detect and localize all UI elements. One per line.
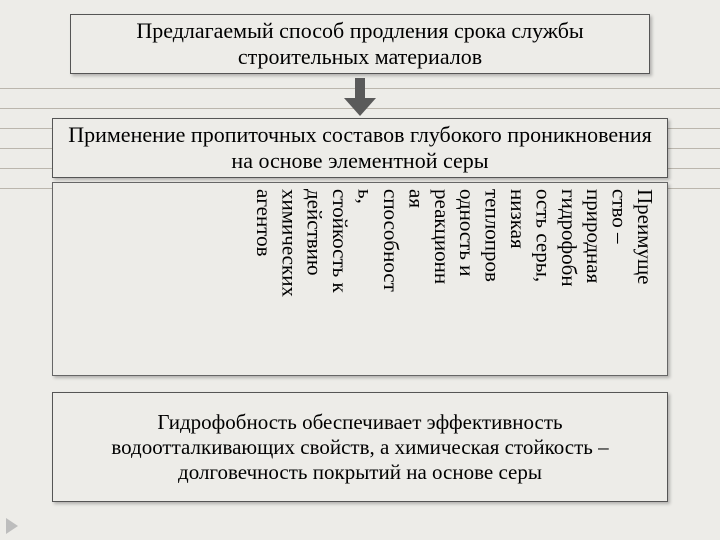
vertical-line: агентов <box>253 189 274 371</box>
title-text: Предлагаемый способ продления срока служ… <box>83 18 637 70</box>
vertical-line: одность и <box>456 189 477 371</box>
subtitle-box: Применение пропиточных составов глубоког… <box>52 118 668 178</box>
vertical-line: ость серы, <box>532 189 553 371</box>
vertical-line: действию <box>303 189 324 371</box>
vertical-line: реакционн <box>430 189 451 371</box>
vertical-line: Преимуще <box>634 189 655 371</box>
vertical-line: стойкость к <box>329 189 350 371</box>
corner-triangle-icon <box>6 518 18 534</box>
vertical-line: гидрофобн <box>557 189 578 371</box>
vertical-line: ство – <box>608 189 629 371</box>
vertical-line: низкая <box>507 189 528 371</box>
bottom-box: Гидрофобность обеспечивает эффективность… <box>52 392 668 502</box>
vertical-line: ая <box>405 189 426 371</box>
vertical-line: ь, <box>354 189 375 371</box>
vertical-line: химических <box>278 189 299 371</box>
vertical-line: природная <box>583 189 604 371</box>
subtitle-text: Применение пропиточных составов глубоког… <box>65 122 655 174</box>
vertical-line: способност <box>380 189 401 371</box>
title-box: Предлагаемый способ продления срока служ… <box>70 14 650 74</box>
down-arrow-icon <box>348 78 372 116</box>
vertical-line: теплопров <box>481 189 502 371</box>
bottom-text: Гидрофобность обеспечивает эффективность… <box>65 410 655 485</box>
vertical-text-box: Преимуще ство – природная гидрофобн ость… <box>52 182 668 376</box>
